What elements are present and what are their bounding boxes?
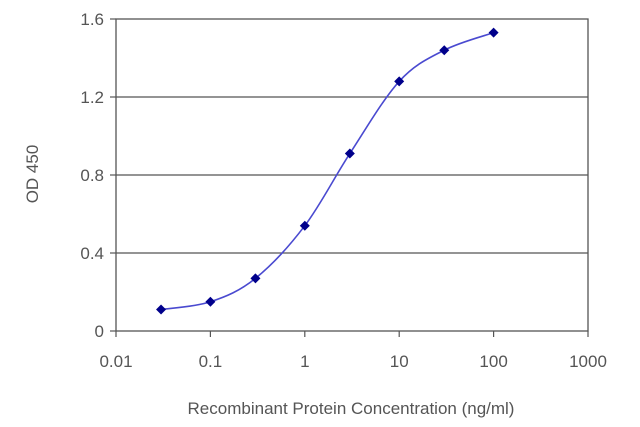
y-axis-label: OD 450 <box>23 145 42 204</box>
x-tick-label: 10 <box>390 352 409 371</box>
data-point <box>156 304 167 315</box>
x-tick-label: 0.01 <box>99 352 132 371</box>
y-axis: 0 0.4 0.8 1.2 1.6 <box>80 10 116 341</box>
y-tick-label: 1.6 <box>80 10 104 29</box>
gridlines <box>116 96 588 254</box>
data-point <box>488 27 499 38</box>
data-point <box>250 273 261 284</box>
y-tick-label: 1.2 <box>80 88 104 107</box>
x-axis: 0.01 0.1 1 10 100 1000 <box>99 331 607 371</box>
data-point <box>299 220 310 231</box>
x-tick-label: 1000 <box>569 352 607 371</box>
x-tick-label: 100 <box>479 352 507 371</box>
y-tick-label: 0.4 <box>80 244 104 263</box>
y-tick-label: 0.8 <box>80 166 104 185</box>
x-tick-label: 1 <box>300 352 309 371</box>
series-curve <box>160 31 494 311</box>
data-point <box>439 45 450 56</box>
data-point <box>205 296 216 307</box>
data-points <box>156 27 499 315</box>
x-tick-label: 0.1 <box>199 352 223 371</box>
data-point <box>344 148 355 159</box>
y-tick-label: 0 <box>95 322 104 341</box>
x-axis-label: Recombinant Protein Concentration (ng/ml… <box>188 399 515 418</box>
data-point <box>394 76 405 87</box>
